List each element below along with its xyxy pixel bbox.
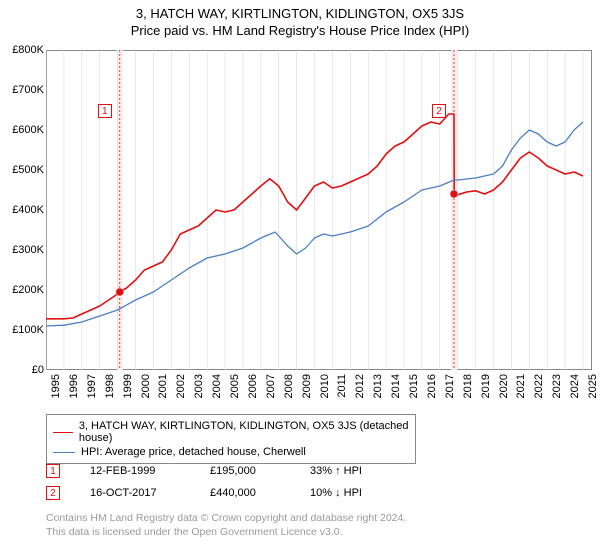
legend-swatch xyxy=(53,452,75,453)
x-tick-label: 2008 xyxy=(283,374,295,398)
legend-swatch xyxy=(53,432,73,433)
x-tick-label: 1996 xyxy=(68,374,80,398)
sale-row-2: 2 16-OCT-2017 £440,000 10% ↓ HPI xyxy=(46,482,390,504)
x-tick-label: 2019 xyxy=(480,374,492,398)
x-tick-label: 1998 xyxy=(104,374,116,398)
x-tick-label: 2016 xyxy=(426,374,438,398)
x-tick-label: 2025 xyxy=(587,374,599,398)
x-tick-label: 1997 xyxy=(86,374,98,398)
x-tick-label: 2024 xyxy=(569,374,581,398)
x-tick-label: 2005 xyxy=(229,374,241,398)
legend-label: 3, HATCH WAY, KIRTLINGTON, KIDLINGTON, O… xyxy=(79,420,409,444)
x-tick-label: 2003 xyxy=(193,374,205,398)
x-tick-label: 2007 xyxy=(265,374,277,398)
y-tick-label: £200K xyxy=(2,284,44,296)
x-tick-label: 2022 xyxy=(533,374,545,398)
x-tick-label: 2004 xyxy=(211,374,223,398)
legend-row-hpi: HPI: Average price, detached house, Cher… xyxy=(53,445,409,459)
y-tick-label: £700K xyxy=(2,84,44,96)
sale-marker-chart-2: 2 xyxy=(432,104,446,118)
x-tick-label: 2011 xyxy=(336,374,348,398)
y-tick-label: £400K xyxy=(2,204,44,216)
chart-container: { "title": "3, HATCH WAY, KIRTLINGTON, K… xyxy=(0,0,600,560)
legend-box: 3, HATCH WAY, KIRTLINGTON, KIDLINGTON, O… xyxy=(46,414,416,464)
sale-price: £440,000 xyxy=(210,487,280,499)
chart-plot-area xyxy=(46,50,592,370)
x-tick-label: 2009 xyxy=(301,374,313,398)
x-tick-label: 2010 xyxy=(319,374,331,398)
x-tick-label: 1999 xyxy=(122,374,134,398)
x-tick-label: 2021 xyxy=(515,374,527,398)
x-tick-label: 2001 xyxy=(157,374,169,398)
sale-date: 16-OCT-2017 xyxy=(90,487,180,499)
x-tick-label: 2015 xyxy=(408,374,420,398)
sale-marker-chart-1: 1 xyxy=(98,104,112,118)
footnote: Contains HM Land Registry data © Crown c… xyxy=(46,512,406,539)
x-tick-label: 1995 xyxy=(50,374,62,398)
x-tick-label: 2023 xyxy=(551,374,563,398)
x-tick-label: 2006 xyxy=(247,374,259,398)
y-tick-label: £800K xyxy=(2,44,44,56)
x-tick-label: 2014 xyxy=(390,374,402,398)
y-tick-label: £500K xyxy=(2,164,44,176)
y-tick-label: £300K xyxy=(2,244,44,256)
chart-title: 3, HATCH WAY, KIRTLINGTON, KIDLINGTON, O… xyxy=(0,0,600,21)
x-tick-label: 2018 xyxy=(462,374,474,398)
x-tick-label: 2000 xyxy=(140,374,152,398)
x-tick-label: 2017 xyxy=(444,374,456,398)
y-tick-label: £100K xyxy=(2,324,44,336)
legend-label: HPI: Average price, detached house, Cher… xyxy=(81,446,306,458)
sale-pct: 10% ↓ HPI xyxy=(310,487,390,499)
chart-svg xyxy=(46,50,592,370)
x-tick-label: 2012 xyxy=(354,374,366,398)
x-tick-label: 2020 xyxy=(498,374,510,398)
x-tick-label: 2013 xyxy=(372,374,384,398)
sale-row-1: 1 12-FEB-1999 £195,000 33% ↑ HPI xyxy=(46,460,390,482)
footnote-line-2: This data is licensed under the Open Gov… xyxy=(46,526,406,540)
x-tick-label: 2002 xyxy=(175,374,187,398)
sales-table: 1 12-FEB-1999 £195,000 33% ↑ HPI 2 16-OCT-201… xyxy=(46,460,390,504)
sale-marker-icon: 1 xyxy=(46,464,60,478)
sale-pct: 33% ↑ HPI xyxy=(310,465,390,477)
y-tick-label: £600K xyxy=(2,124,44,136)
y-tick-label: £0 xyxy=(2,364,44,376)
chart-subtitle: Price paid vs. HM Land Registry's House … xyxy=(0,21,600,44)
footnote-line-1: Contains HM Land Registry data © Crown c… xyxy=(46,512,406,526)
sale-date: 12-FEB-1999 xyxy=(90,465,180,477)
legend-row-price_paid: 3, HATCH WAY, KIRTLINGTON, KIDLINGTON, O… xyxy=(53,419,409,445)
sale-price: £195,000 xyxy=(210,465,280,477)
sale-marker-icon: 2 xyxy=(46,486,60,500)
